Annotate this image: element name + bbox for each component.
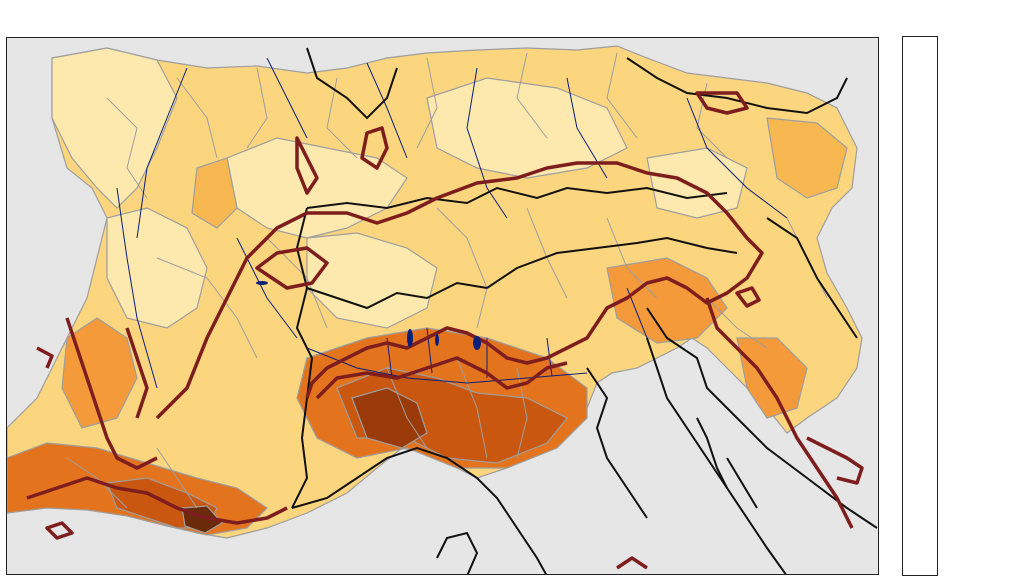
- colorbar: [902, 36, 938, 576]
- lakes: [256, 281, 481, 350]
- coast-adriatic-west: [586, 367, 648, 519]
- contour-croatia: [806, 436, 864, 485]
- contour-south: [315, 356, 568, 400]
- lake-maggiore: [407, 329, 413, 347]
- contour-sw: [26, 476, 288, 525]
- contour-small-2: [36, 346, 54, 369]
- national-borders: [291, 47, 878, 574]
- contour-small-4: [616, 556, 648, 570]
- lake-como: [435, 334, 439, 346]
- map-canvas: [7, 38, 878, 574]
- land-catchments: [7, 45, 863, 539]
- border-italy-austria: [486, 236, 738, 289]
- corsica-coast: [436, 531, 479, 574]
- border-swiss-south: [306, 281, 488, 310]
- south-darkest: [351, 387, 428, 449]
- map-panel: [6, 37, 879, 575]
- orange-patch-3: [606, 257, 728, 344]
- island-1: [696, 417, 728, 489]
- contour-small-3: [735, 286, 761, 308]
- border-north-east: [626, 57, 848, 115]
- contour-north-loop-1: [295, 136, 319, 195]
- coast-ligurian: [291, 446, 548, 574]
- lake-garda: [473, 336, 481, 350]
- orange-patch-2: [766, 117, 848, 199]
- north-west-light: [51, 47, 178, 209]
- border-east: [646, 307, 878, 529]
- lake-geneva: [256, 281, 268, 285]
- coast-adriatic-east: [646, 337, 787, 574]
- contour-main: [155, 161, 764, 420]
- north-central-light: [426, 77, 628, 179]
- contour-swiss: [255, 246, 329, 290]
- contour-ne: [695, 91, 749, 115]
- border-slovenia: [766, 217, 858, 339]
- border-north-west: [306, 47, 398, 120]
- orange-patch-1: [191, 157, 238, 229]
- orange-patch-5: [61, 317, 138, 429]
- west-mid-light: [106, 207, 208, 329]
- contour-north-loop-2: [360, 126, 389, 170]
- orange-patch-4: [736, 337, 808, 419]
- contour-small-1: [45, 521, 74, 540]
- contour-west-1: [65, 317, 158, 470]
- island-2: [726, 457, 758, 509]
- spread-contours: [26, 91, 864, 570]
- swiss-light: [306, 232, 438, 329]
- contour-east: [705, 297, 854, 529]
- border-alpine: [306, 186, 728, 210]
- contour-west-2: [125, 327, 149, 419]
- border-west: [291, 207, 314, 509]
